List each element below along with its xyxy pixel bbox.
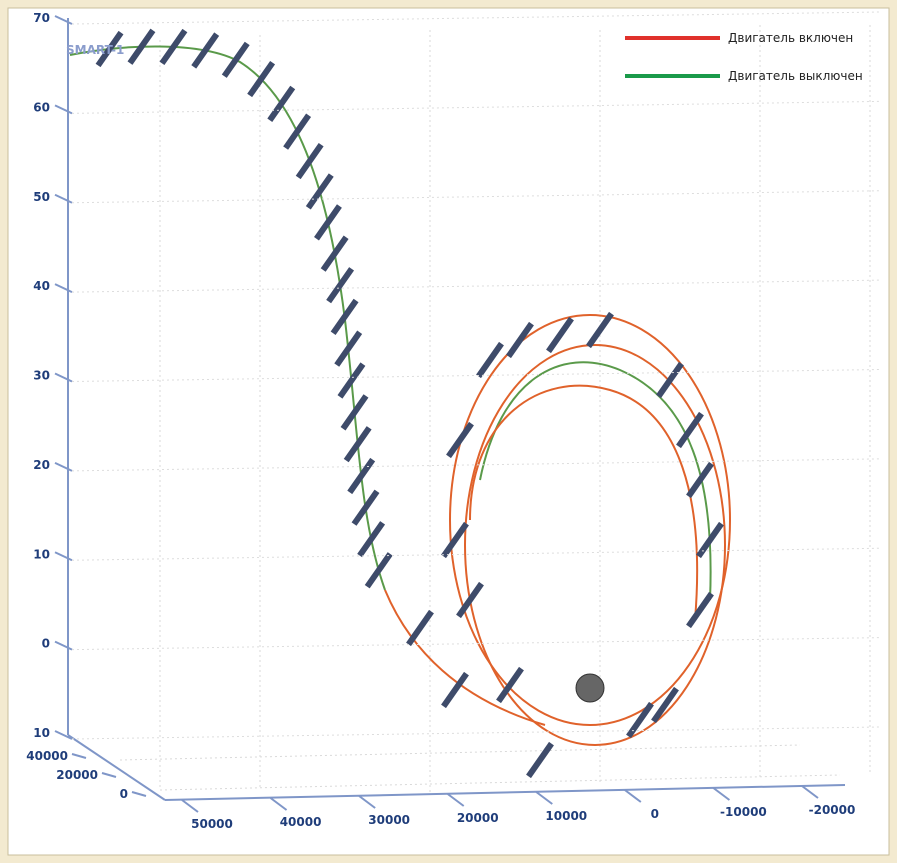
z-tick-label: 70 [33, 11, 50, 25]
x-tick-label: -10000 [720, 805, 767, 819]
z-tick-label: 60 [33, 100, 50, 114]
z-tick-label: 0 [42, 637, 50, 651]
z-tick-label: 30 [33, 369, 50, 383]
chart: SMART-1 Двигатель включен Двигатель выклю… [0, 0, 897, 863]
annotation: SMART-1 [66, 43, 124, 57]
x-tick-label: 0 [651, 807, 659, 821]
x-tick-label: 30000 [368, 813, 410, 827]
x-tick-label: 50000 [191, 817, 233, 831]
y-tick-label: 20000 [56, 768, 98, 782]
z-tick-label: 40 [33, 279, 50, 293]
x-tick-label: 10000 [545, 809, 587, 823]
z-tick-label: 50 [33, 190, 50, 204]
legend-label: Двигатель выключен [728, 69, 863, 83]
z-tick-label: 10 [33, 726, 50, 740]
x-tick-label: 40000 [280, 815, 322, 829]
moon [576, 674, 604, 702]
y-tick-label: 0 [120, 787, 128, 801]
legend-label: Двигатель включен [728, 31, 853, 45]
x-tick-label: 20000 [457, 811, 499, 825]
x-tick-label: -20000 [809, 803, 856, 817]
z-tick-label: 20 [33, 458, 50, 472]
plot-frame [8, 8, 889, 855]
y-tick-label: 40000 [26, 749, 68, 763]
z-tick-label: 10 [33, 547, 50, 561]
